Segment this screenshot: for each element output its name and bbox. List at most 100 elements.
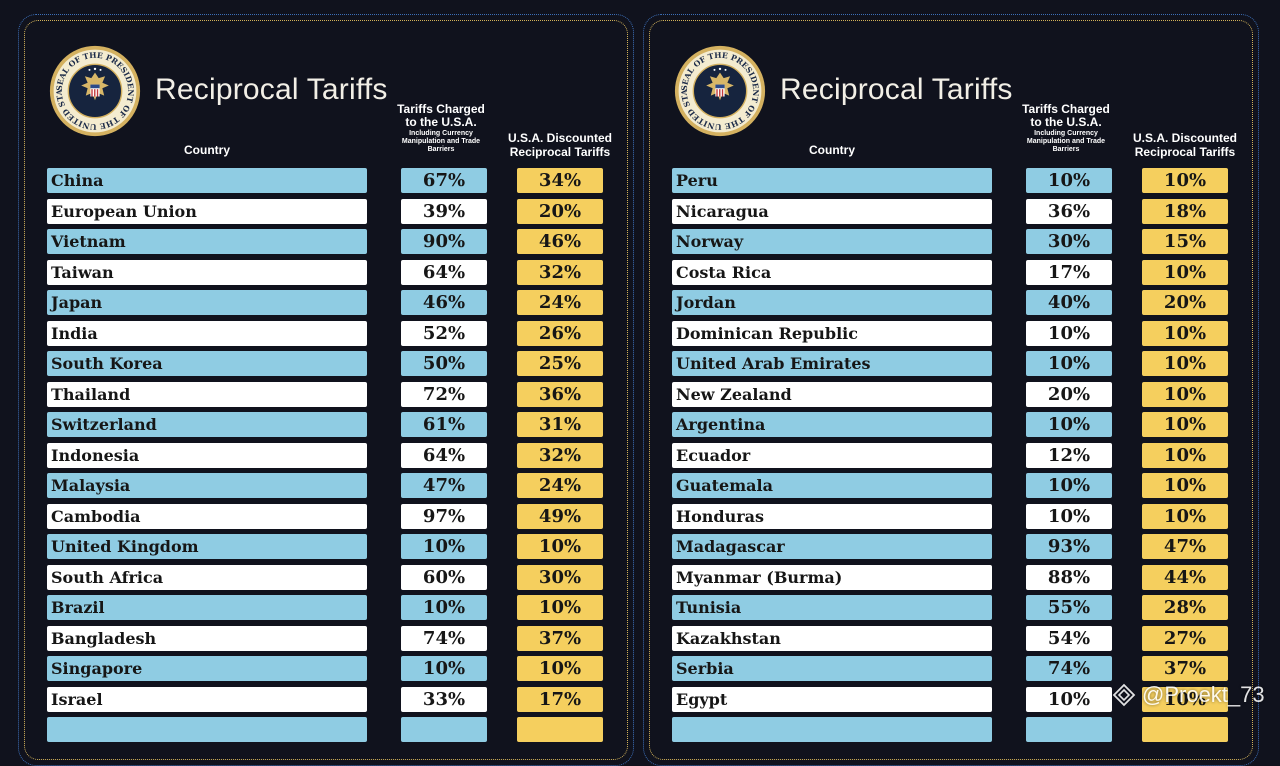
- table-row: India 52% 26%: [25, 320, 627, 352]
- charged-tariff-cell: 74%: [1026, 656, 1112, 681]
- discounted-tariff-cell: 27%: [1142, 625, 1228, 651]
- country-cell: Cambodia: [47, 503, 367, 529]
- discounted-tariff-cell: 46%: [517, 229, 603, 254]
- discounted-tariff-cell: 31%: [517, 412, 603, 437]
- charged-tariff-cell: 10%: [1026, 686, 1112, 712]
- table-row: South Korea 50% 25%: [25, 351, 627, 382]
- table-row: United Kingdom 10% 10%: [25, 534, 627, 565]
- charged-tariff-cell: 10%: [1026, 351, 1112, 376]
- table-row: Kazakhstan 54% 27%: [650, 625, 1252, 657]
- country-cell: Switzerland: [47, 412, 367, 437]
- charged-tariff-cell: 64%: [401, 442, 487, 468]
- discounted-tariff-cell: 25%: [517, 351, 603, 376]
- discounted-tariff-cell: 10%: [1142, 503, 1228, 529]
- charged-tariff-cell: 54%: [1026, 625, 1112, 651]
- watermark-text: @Proekt_73: [1142, 682, 1265, 707]
- charged-tariff-cell: 61%: [401, 412, 487, 437]
- discounted-tariff-cell: 10%: [1142, 351, 1228, 376]
- country-cell: Nicaragua: [672, 198, 992, 224]
- charged-tariff-cell: 33%: [401, 686, 487, 712]
- column-header-charged: Tariffs Charged to the U.S.A. Including …: [1016, 103, 1116, 154]
- charged-tariff-cell: 93%: [1026, 534, 1112, 559]
- table-row: Indonesia 64% 32%: [25, 442, 627, 474]
- charged-tariff-cell: 30%: [1026, 229, 1112, 254]
- charged-tariff-cell: 47%: [401, 473, 487, 498]
- discounted-tariff-cell: 34%: [517, 168, 603, 193]
- discounted-tariff-cell: 30%: [517, 564, 603, 590]
- table-row: Bangladesh 74% 37%: [25, 625, 627, 657]
- table-row: Myanmar (Burma) 88% 44%: [650, 564, 1252, 596]
- table-row: Brazil 10% 10%: [25, 595, 627, 626]
- table-row: Japan 46% 24%: [25, 290, 627, 321]
- country-cell: [672, 717, 992, 742]
- charged-tariff-cell: 12%: [1026, 442, 1112, 468]
- table-row: Norway 30% 15%: [650, 229, 1252, 260]
- discounted-tariff-cell: 26%: [517, 320, 603, 346]
- country-cell: South Africa: [47, 564, 367, 590]
- country-cell: Honduras: [672, 503, 992, 529]
- discounted-tariff-cell: 20%: [1142, 290, 1228, 315]
- column-header-charged-label: Tariffs Charged to the U.S.A.: [397, 102, 485, 129]
- charged-tariff-cell: 74%: [401, 625, 487, 651]
- discounted-tariff-cell: 49%: [517, 503, 603, 529]
- table-row: European Union 39% 20%: [25, 198, 627, 230]
- discounted-tariff-cell: 17%: [517, 686, 603, 712]
- charged-tariff-cell: [401, 717, 487, 742]
- country-cell: Costa Rica: [672, 259, 992, 285]
- discounted-tariff-cell: [1142, 717, 1228, 742]
- country-cell: Taiwan: [47, 259, 367, 285]
- table-row: Tunisia 55% 28%: [650, 595, 1252, 626]
- charged-tariff-cell: 10%: [401, 534, 487, 559]
- discounted-tariff-cell: 37%: [517, 625, 603, 651]
- charged-tariff-cell: 10%: [401, 656, 487, 681]
- discounted-tariff-cell: 10%: [517, 534, 603, 559]
- presidential-seal-icon: SEAL OF THE PRESIDENT OF THE UNITED STAT…: [674, 45, 766, 137]
- diamond-logo-icon: [1112, 683, 1136, 707]
- charged-tariff-cell: 39%: [401, 198, 487, 224]
- charged-tariff-cell: 60%: [401, 564, 487, 590]
- country-cell: Kazakhstan: [672, 625, 992, 651]
- column-header-charged-subtitle: Including Currency Manipulation and Trad…: [401, 130, 481, 153]
- country-cell: Serbia: [672, 656, 992, 681]
- discounted-tariff-cell: 32%: [517, 259, 603, 285]
- discounted-tariff-cell: 10%: [1142, 168, 1228, 193]
- table-row: Ecuador 12% 10%: [650, 442, 1252, 474]
- country-cell: Indonesia: [47, 442, 367, 468]
- page-title: Reciprocal Tariffs: [780, 73, 1013, 106]
- presidential-seal-icon: SEAL OF THE PRESIDENT OF THE UNITED STAT…: [49, 45, 141, 137]
- column-header-country: Country: [184, 143, 230, 157]
- table-row: China 67% 34%: [25, 168, 627, 199]
- table-row: Costa Rica 17% 10%: [650, 259, 1252, 291]
- country-cell: Myanmar (Burma): [672, 564, 992, 590]
- table-row: Argentina 10% 10%: [650, 412, 1252, 443]
- country-cell: United Kingdom: [47, 534, 367, 559]
- tariff-panel-left: SEAL OF THE PRESIDENT OF THE UNITED STAT…: [18, 14, 634, 766]
- charged-tariff-cell: 52%: [401, 320, 487, 346]
- column-header-country: Country: [809, 143, 855, 157]
- country-cell: Brazil: [47, 595, 367, 620]
- column-header-charged-subtitle: Including Currency Manipulation and Trad…: [1026, 130, 1106, 153]
- country-cell: Bangladesh: [47, 625, 367, 651]
- column-header-discounted: U.S.A. Discounted Reciprocal Tariffs: [1132, 131, 1237, 159]
- discounted-tariff-cell: 10%: [517, 595, 603, 620]
- table-row: [650, 717, 1252, 748]
- table-row: Egypt 10% 10%: [650, 686, 1252, 718]
- discounted-tariff-cell: 15%: [1142, 229, 1228, 254]
- country-cell: China: [47, 168, 367, 193]
- country-cell: Argentina: [672, 412, 992, 437]
- column-header-charged: Tariffs Charged to the U.S.A. Including …: [391, 103, 491, 154]
- country-cell: Dominican Republic: [672, 320, 992, 346]
- discounted-tariff-cell: 24%: [517, 290, 603, 315]
- discounted-tariff-cell: 47%: [1142, 534, 1228, 559]
- table-row: Dominican Republic 10% 10%: [650, 320, 1252, 352]
- watermark: @Proekt_73: [1112, 682, 1265, 708]
- table-row: Guatemala 10% 10%: [650, 473, 1252, 504]
- charged-tariff-cell: 20%: [1026, 381, 1112, 407]
- discounted-tariff-cell: 32%: [517, 442, 603, 468]
- table-row: Serbia 74% 37%: [650, 656, 1252, 687]
- country-cell: Malaysia: [47, 473, 367, 498]
- table-row: Nicaragua 36% 18%: [650, 198, 1252, 230]
- discounted-tariff-cell: 37%: [1142, 656, 1228, 681]
- country-cell: Madagascar: [672, 534, 992, 559]
- country-cell: New Zealand: [672, 381, 992, 407]
